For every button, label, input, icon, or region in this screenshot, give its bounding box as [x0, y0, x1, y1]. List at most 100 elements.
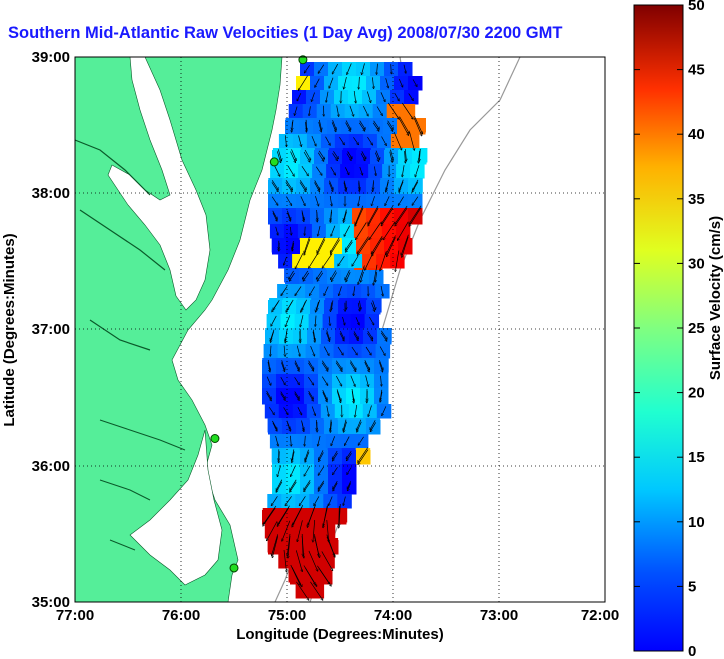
velocity-vector [271, 315, 277, 326]
velocity-vector [370, 420, 376, 429]
velocity-vector [322, 390, 328, 400]
velocity-vector [270, 329, 275, 341]
velocity-vector [285, 331, 288, 343]
velocity-vector [347, 63, 352, 75]
velocity-vector [304, 65, 310, 73]
velocity-vector [287, 212, 290, 222]
velocity-vector [314, 496, 320, 505]
velocity-vector [285, 315, 291, 326]
velocity-vector [385, 196, 390, 205]
velocity-vector [309, 253, 318, 269]
velocity-vector [291, 465, 296, 477]
velocity-vector [275, 226, 278, 235]
velocity-vector [367, 333, 372, 341]
velocity-vector [388, 102, 399, 119]
velocity-vector [381, 208, 394, 226]
velocity-vector [375, 271, 378, 282]
velocity-vector [285, 182, 292, 191]
velocity-vector [289, 272, 295, 281]
velocity-vector [359, 300, 361, 310]
velocity-vector [335, 375, 341, 386]
velocity-vector [339, 503, 341, 526]
velocity-vector [346, 272, 351, 282]
velocity-vector [359, 122, 364, 131]
velocity-vector [308, 360, 314, 370]
colorbar-tick-label: 35 [688, 191, 705, 208]
velocity-vector [349, 105, 354, 117]
velocity-vector [291, 567, 302, 587]
velocity-vector [377, 63, 378, 75]
velocity-vector [281, 362, 284, 371]
velocity-vector [276, 481, 283, 492]
velocity-vector [279, 451, 280, 462]
velocity-vector [315, 315, 316, 327]
velocity-vector [315, 195, 318, 206]
velocity-vector [395, 250, 400, 272]
velocity-vector [308, 390, 314, 399]
velocity-vector [355, 205, 364, 225]
velocity-vector [402, 102, 413, 119]
velocity-cell [292, 254, 307, 269]
velocity-vector [364, 362, 370, 372]
velocity-vector [398, 118, 408, 136]
velocity-vector [290, 481, 297, 492]
velocity-vector [304, 238, 311, 255]
velocity-vector [359, 182, 360, 192]
velocity-vector [323, 346, 329, 356]
velocity-vector [371, 236, 383, 254]
velocity-vector [326, 332, 329, 342]
velocity-vector [345, 120, 351, 130]
velocity-vector [290, 226, 291, 235]
velocity-vector [294, 391, 300, 399]
velocity-vector [402, 165, 405, 177]
velocity-vector [329, 316, 330, 325]
colorbar-tick-label: 5 [688, 578, 696, 595]
velocity-vector [345, 270, 350, 280]
velocity-vector [303, 151, 310, 162]
velocity-vector [356, 419, 362, 430]
velocity-vector [359, 166, 363, 175]
velocity-vector [266, 392, 272, 401]
velocity-vector [336, 389, 341, 400]
velocity-vector [415, 165, 420, 177]
velocity-vector [379, 361, 382, 372]
velocity-vector [371, 196, 375, 206]
velocity-cell [333, 284, 348, 299]
velocity-vector [301, 422, 304, 431]
velocity-vector [295, 550, 302, 571]
velocity-vector [347, 481, 352, 488]
velocity-vector [331, 272, 337, 282]
velocity-vector [304, 236, 310, 253]
velocity-vector [343, 180, 346, 190]
velocity-vector [281, 286, 288, 296]
velocity-vector [318, 482, 325, 492]
velocity-vector [296, 581, 308, 600]
velocity-vector [347, 151, 353, 159]
velocity-vector [355, 207, 364, 226]
velocity-vector [286, 210, 290, 220]
velocity-vector [350, 375, 355, 387]
velocity-vector [277, 465, 282, 476]
velocity-vector [359, 76, 360, 89]
velocity-vector [285, 135, 286, 146]
velocity-vector [391, 64, 392, 74]
velocity-vector [373, 264, 378, 285]
velocity-vector [269, 407, 274, 414]
velocity-vector [374, 166, 376, 175]
y-axis-label: Latitude (Degrees:Minutes) [1, 233, 18, 426]
velocity-vector [321, 551, 333, 570]
velocity-vector [313, 519, 316, 542]
velocity-vector [263, 505, 277, 524]
velocity-vector [356, 222, 367, 240]
velocity-cell [277, 284, 292, 299]
colorbar-tick-label: 50 [688, 0, 705, 14]
lat-tick: 36:00 [32, 458, 70, 475]
velocity-vector [339, 137, 344, 145]
velocity-vector [297, 520, 303, 541]
velocity-vector [336, 105, 339, 117]
velocity-vector [283, 549, 287, 572]
velocity-vector [380, 332, 387, 341]
velocity-vector [318, 567, 331, 586]
velocity-vector [304, 567, 317, 587]
